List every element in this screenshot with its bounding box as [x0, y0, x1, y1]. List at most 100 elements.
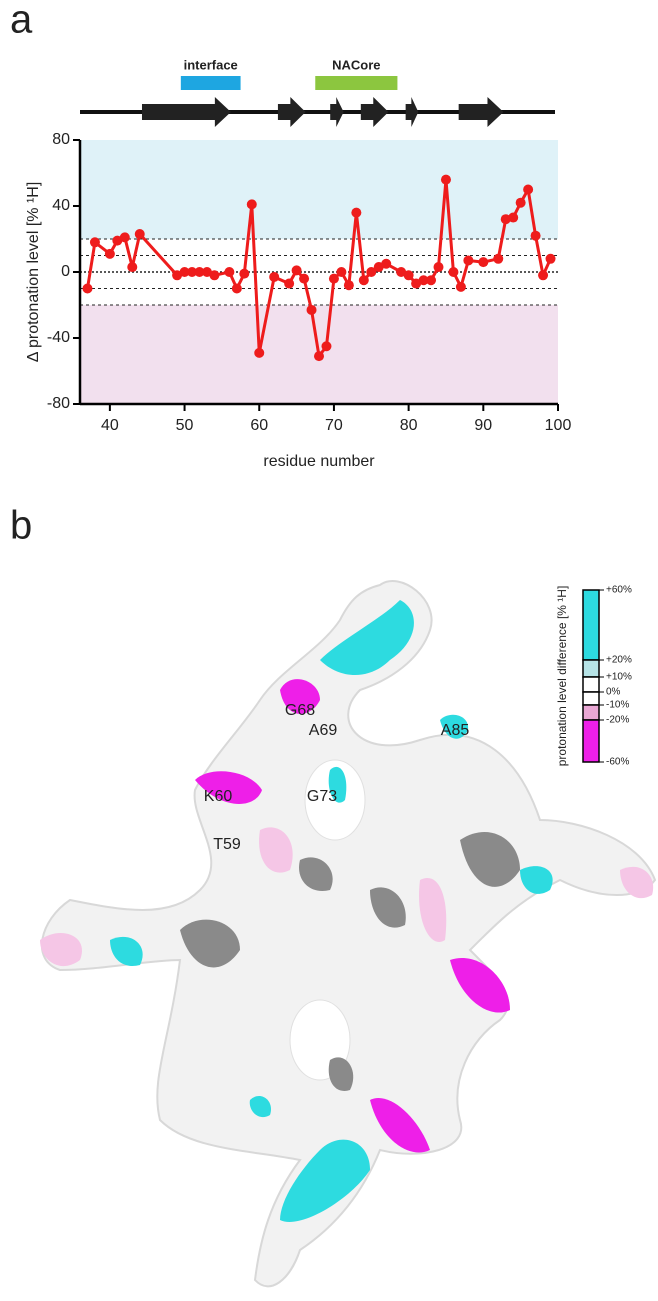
data-point	[381, 258, 392, 269]
beta-strand	[141, 97, 231, 127]
data-point	[493, 253, 504, 264]
patch	[249, 1095, 271, 1118]
region-bar	[315, 76, 398, 90]
data-point	[426, 275, 437, 286]
data-point	[530, 230, 541, 241]
data-point	[224, 267, 235, 277]
residue-label: A85	[441, 722, 470, 739]
residue-label: K60	[204, 788, 233, 805]
data-point	[306, 304, 317, 315]
residue-label: A69	[309, 722, 338, 739]
legend-tick-label: 0%	[606, 687, 621, 698]
data-point	[104, 248, 115, 259]
data-point	[358, 275, 369, 286]
data-point	[373, 262, 384, 273]
legend-tick-label: +10%	[606, 672, 632, 683]
x-tick-label: 50	[176, 417, 194, 434]
legend-segment	[582, 704, 600, 721]
y-tick-label: 40	[52, 197, 70, 214]
patch	[195, 771, 262, 804]
patch	[370, 1098, 430, 1153]
patch	[320, 600, 414, 675]
legend-segment	[582, 659, 600, 678]
data-point	[336, 267, 347, 277]
patch	[440, 714, 469, 739]
patch	[259, 827, 293, 873]
legend-tick-label: -20%	[606, 715, 629, 726]
data-point	[127, 262, 138, 273]
data-point	[291, 265, 302, 276]
patch	[328, 1057, 354, 1091]
data-point	[172, 270, 183, 281]
residue-label: G73	[307, 788, 337, 805]
data-point	[478, 257, 489, 268]
legend-tick-label: +60%	[606, 585, 632, 596]
data-point	[89, 237, 100, 248]
data-point	[269, 271, 280, 282]
data-point	[500, 214, 511, 225]
panel-label: a	[10, 0, 33, 42]
legend-segment	[582, 691, 600, 706]
data-point	[343, 280, 354, 291]
region-label: interface	[184, 57, 238, 72]
beta-strand	[458, 97, 504, 127]
patch	[450, 958, 510, 1013]
patch	[280, 679, 320, 714]
legend-title: protonation level difference [% ¹H]	[555, 586, 569, 767]
x-tick-label: 100	[545, 417, 572, 434]
panel-label: b	[10, 504, 32, 548]
patch	[419, 878, 447, 942]
data-point	[433, 262, 444, 273]
data-point	[179, 267, 190, 277]
region-bar	[180, 76, 241, 90]
data-point	[545, 253, 556, 264]
legend-tick-label: -10%	[606, 700, 629, 711]
y-tick-label: -80	[47, 395, 70, 412]
data-point	[455, 281, 466, 292]
data-point	[515, 197, 526, 208]
x-tick-label: 60	[250, 417, 268, 434]
residue-label: G68	[285, 702, 315, 719]
patch	[520, 866, 553, 894]
data-point	[299, 273, 310, 284]
y-tick-label: 80	[52, 131, 70, 148]
data-point	[254, 347, 265, 358]
data-point	[112, 235, 123, 246]
x-tick-label: 40	[101, 417, 119, 434]
data-point	[119, 232, 130, 243]
patch	[328, 766, 347, 803]
patch	[110, 936, 143, 966]
patch	[40, 932, 82, 967]
x-tick-label: 90	[474, 417, 492, 434]
legend-segment	[582, 589, 600, 661]
data-point	[314, 351, 324, 362]
data-point	[411, 278, 422, 289]
data-point	[246, 199, 257, 210]
data-point	[134, 229, 145, 240]
data-point	[328, 273, 339, 284]
data-point	[284, 278, 295, 289]
beta-strand	[360, 97, 389, 127]
x-tick-label: 70	[325, 417, 343, 434]
legend-tick-label: +20%	[606, 655, 632, 666]
patch	[370, 887, 406, 928]
y-tick-label: -40	[47, 329, 70, 346]
legend-tick-label: -60%	[606, 757, 629, 768]
data-point	[418, 275, 429, 286]
surface	[41, 580, 657, 1288]
patch	[299, 857, 333, 891]
region-label: NACore	[332, 57, 380, 72]
color-legend: +60% +20% +10% 0% -10% -20% -60% protonation le…	[555, 585, 632, 768]
data-point	[209, 270, 220, 281]
patch	[460, 831, 520, 887]
legend-segment	[582, 676, 600, 693]
molecule-surface	[40, 580, 657, 1288]
data-point	[523, 184, 534, 195]
patch	[180, 919, 240, 968]
y-axis-label: Δ protonation level [% ¹H]	[25, 182, 42, 363]
beta-strand	[330, 97, 344, 127]
data-point	[448, 267, 459, 277]
data-point	[82, 283, 93, 294]
data-point	[239, 268, 250, 279]
